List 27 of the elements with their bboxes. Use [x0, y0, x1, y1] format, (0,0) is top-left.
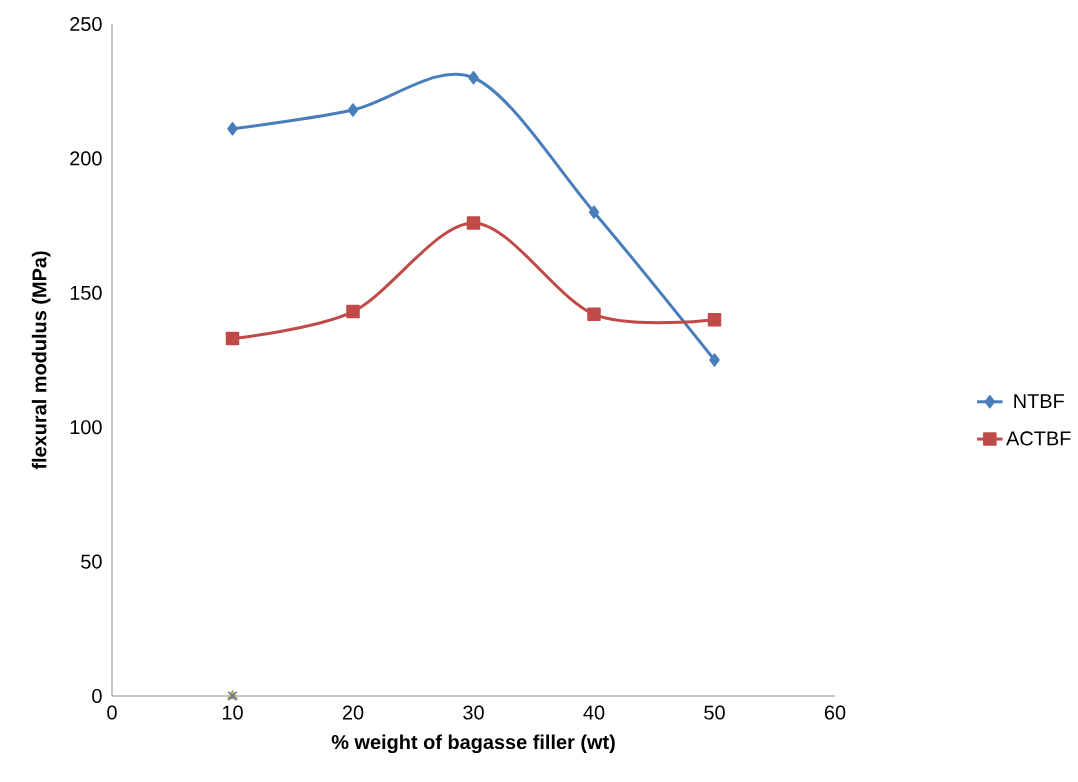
point — [587, 307, 601, 322]
y-tick-label: 50 — [81, 554, 102, 569]
y-tick-label: 250 — [70, 16, 102, 32]
point — [347, 103, 359, 117]
y-tick-label: 100 — [70, 420, 102, 435]
point — [466, 216, 481, 230]
x-tick-label: 0 — [107, 705, 117, 720]
point — [468, 71, 479, 85]
y-tick-label: 150 — [70, 285, 102, 300]
x-tick-label: 60 — [824, 705, 846, 720]
point — [225, 331, 240, 346]
x-tick-label: 20 — [342, 705, 364, 720]
x-tick-label: 30 — [463, 705, 484, 720]
point — [709, 353, 720, 367]
point — [707, 312, 722, 327]
legend-label: ACTBF — [1006, 431, 1071, 446]
legend-label: NTBF — [1014, 394, 1064, 408]
point — [346, 304, 360, 319]
x-tick-label: 10 — [222, 705, 243, 720]
x-tick-label: 40 — [583, 705, 605, 720]
y-tick-label: 200 — [70, 151, 102, 166]
y-tick-label: 0 — [92, 688, 102, 704]
x-tick-label: 50 — [704, 705, 725, 720]
y-axis-title: flexural modulus (MPa) — [31, 251, 51, 470]
x-axis-title: % weight of bagasse filler (wt) — [331, 734, 615, 754]
point — [588, 205, 600, 219]
point — [227, 122, 238, 136]
